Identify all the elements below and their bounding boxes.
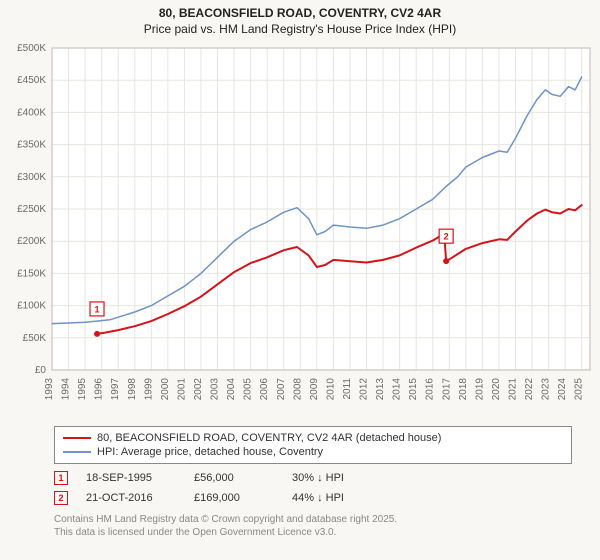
footnote-line1: Contains HM Land Registry data © Crown c…	[54, 514, 572, 527]
marker-table: 1 18-SEP-1995 £56,000 30% ↓ HPI 2 21-OCT-2016…	[54, 468, 572, 508]
svg-text:2: 2	[444, 232, 449, 242]
marker-price: £169,000	[194, 492, 274, 504]
x-tick-label: 2009	[309, 378, 320, 401]
x-tick-label: 2002	[193, 378, 204, 401]
chart-title-block: 80, BEACONSFIELD ROAD, COVENTRY, CV2 4AR…	[0, 0, 600, 40]
chart-area: £0 £50K £100K £150K £200K £250K £300K £350K £400…	[0, 40, 600, 420]
y-tick-label: £300K	[17, 172, 46, 183]
marker-pct: 30% ↓ HPI	[292, 472, 392, 484]
y-tick-label: £500K	[17, 43, 46, 54]
x-tick-label: 2005	[243, 378, 254, 401]
legend-swatch	[63, 451, 91, 453]
x-tick-label: 2014	[392, 378, 403, 401]
x-tick-label: 2023	[541, 378, 552, 401]
x-tick-label: 1998	[127, 378, 138, 401]
y-tick-label: £150K	[17, 268, 46, 279]
x-tick-label: 2000	[160, 378, 171, 401]
x-tick-label: 2015	[408, 378, 419, 401]
chart-marker: 2	[439, 229, 453, 243]
legend-label: 80, BEACONSFIELD ROAD, COVENTRY, CV2 4AR…	[97, 432, 441, 444]
chart-marker: 1	[90, 302, 104, 316]
marker-pct: 44% ↓ HPI	[292, 492, 392, 504]
x-tick-label: 2010	[325, 378, 336, 401]
y-tick-label: £450K	[17, 75, 46, 86]
x-tick-label: 2013	[375, 378, 386, 401]
x-tick-label: 2016	[425, 378, 436, 401]
x-tick-label: 2006	[259, 378, 270, 401]
x-tick-label: 2019	[474, 378, 485, 401]
x-tick-label: 2017	[441, 378, 452, 401]
footnote-line2: This data is licensed under the Open Gov…	[54, 527, 572, 540]
marker-badge: 2	[54, 491, 68, 505]
footnote: Contains HM Land Registry data © Crown c…	[54, 514, 572, 539]
marker-table-row: 2 21-OCT-2016 £169,000 44% ↓ HPI	[54, 488, 572, 508]
x-tick-label: 2003	[210, 378, 221, 401]
marker-date: 21-OCT-2016	[86, 492, 176, 504]
x-tick-label: 2021	[508, 378, 519, 401]
y-tick-label: £50K	[23, 333, 47, 344]
marker-table-row: 1 18-SEP-1995 £56,000 30% ↓ HPI	[54, 468, 572, 488]
x-tick-label: 2025	[574, 378, 585, 401]
x-tick-label: 2022	[524, 378, 535, 401]
legend-swatch	[63, 437, 91, 439]
x-tick-label: 1997	[110, 378, 121, 401]
x-tick-label: 1996	[94, 378, 105, 401]
marker-badge: 1	[54, 471, 68, 485]
y-tick-label: £200K	[17, 236, 46, 247]
svg-text:1: 1	[95, 304, 100, 314]
x-tick-label: 1993	[44, 378, 55, 401]
x-tick-label: 1999	[143, 378, 154, 401]
y-tick-label: £100K	[17, 301, 46, 312]
legend: 80, BEACONSFIELD ROAD, COVENTRY, CV2 4AR…	[54, 426, 572, 464]
y-tick-label: £250K	[17, 204, 46, 215]
y-tick-label: £350K	[17, 140, 46, 151]
legend-label: HPI: Average price, detached house, Cove…	[97, 446, 323, 458]
x-tick-label: 2011	[342, 378, 353, 400]
x-tick-label: 2018	[458, 378, 469, 401]
chart-title-address: 80, BEACONSFIELD ROAD, COVENTRY, CV2 4AR	[10, 6, 590, 20]
x-tick-label: 1994	[61, 378, 72, 401]
x-tick-label: 2004	[226, 378, 237, 401]
x-tick-label: 2007	[276, 378, 287, 401]
x-tick-label: 2020	[491, 378, 502, 401]
y-tick-label: £400K	[17, 107, 46, 118]
x-tick-label: 1995	[77, 378, 88, 401]
legend-row: HPI: Average price, detached house, Cove…	[63, 445, 563, 459]
marker-date: 18-SEP-1995	[86, 472, 176, 484]
y-tick-label: £0	[35, 365, 47, 376]
x-tick-label: 2024	[557, 378, 568, 401]
line-chart-svg: £0 £50K £100K £150K £200K £250K £300K £350K £400…	[0, 40, 600, 420]
x-tick-label: 2001	[176, 378, 187, 401]
x-tick-label: 2012	[359, 378, 370, 401]
x-tick-label: 2008	[292, 378, 303, 401]
legend-row: 80, BEACONSFIELD ROAD, COVENTRY, CV2 4AR…	[63, 431, 563, 445]
marker-price: £56,000	[194, 472, 274, 484]
chart-title-subtitle: Price paid vs. HM Land Registry's House …	[10, 22, 590, 36]
